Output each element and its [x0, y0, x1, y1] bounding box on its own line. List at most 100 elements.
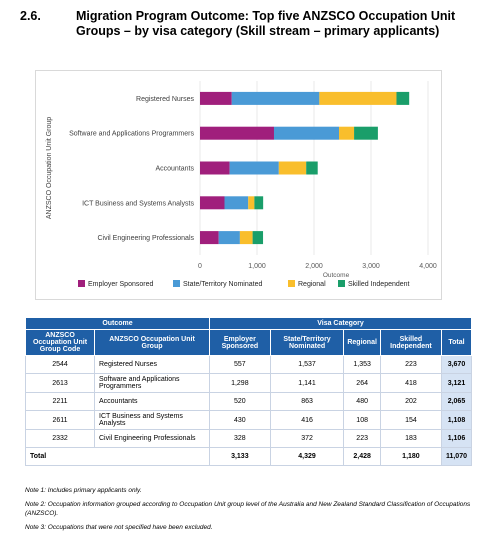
bar-segment [306, 161, 318, 175]
col-header-code: ANZSCO Occupation Unit Group Code [25, 329, 95, 356]
cell-state: 1,537 [269, 355, 345, 374]
cell-skilled: 183 [379, 429, 442, 448]
cell-employer: 1,298 [209, 373, 271, 393]
x-tick-label: 4,000 [419, 263, 437, 270]
legend-swatch [173, 280, 180, 287]
category-label: ICT Business and Systems Analysts [82, 200, 194, 207]
y-axis-label: ANZSCO Occupation Unit Group [46, 117, 53, 219]
cell-skilled: 202 [379, 392, 442, 411]
group-header-visa: Visa Category [209, 317, 472, 330]
legend-label: Regional [298, 281, 326, 288]
cell-group: ICT Business and Systems Analysts [94, 410, 210, 430]
cell-skilled: 418 [379, 373, 442, 393]
bar-segment [200, 231, 219, 245]
chart-container: 0 1,000 2,000 3,000 4,000 Outcome ANZSCO Occup… [35, 70, 442, 300]
table-row: 2613 Software and Applications Programme… [25, 373, 473, 393]
cell-skilled: 154 [379, 410, 442, 430]
note-3: Note 3: Occupations that were not specif… [25, 524, 213, 531]
cell-group: Registered Nurses [94, 355, 210, 374]
cell-code: 2211 [25, 392, 95, 411]
cell-employer: 520 [209, 392, 271, 411]
cell-state: 416 [269, 410, 345, 430]
bar-segment [278, 161, 307, 175]
bar-segment [200, 126, 274, 140]
cell-code: 2613 [25, 373, 95, 393]
legend-swatch [338, 280, 345, 287]
bar-segment [396, 91, 410, 105]
table-row: 2611 ICT Business and Systems Analysts 4… [25, 410, 473, 430]
bar-segment [218, 231, 240, 245]
bar-segment [239, 231, 253, 245]
cell-skilled: 223 [379, 355, 442, 374]
cell-regional: 480 [343, 392, 381, 411]
note-1: Note 1: Includes primary applicants only… [25, 487, 142, 494]
legend-swatch [288, 280, 295, 287]
x-tick-label: 3,000 [362, 263, 380, 270]
table-row: 2332 Civil Engineering Professionals 328… [25, 429, 473, 448]
notes: Note 1: Includes primary applicants only… [25, 486, 485, 537]
category-label: Civil Engineering Professionals [98, 235, 195, 242]
bar-segment [354, 126, 378, 140]
cell-code: 2332 [25, 429, 95, 448]
cell-total: 1,106 [440, 429, 473, 448]
cell-regional: 1,353 [343, 355, 381, 374]
total-label: Total [25, 447, 210, 466]
bar-segment [200, 91, 232, 105]
cell-total: 1,108 [440, 410, 473, 430]
total-state: 4,329 [269, 447, 345, 466]
cell-employer: 328 [209, 429, 271, 448]
cell-total: 2,065 [440, 392, 473, 411]
bar-segment [200, 196, 225, 210]
category-label: Registered Nurses [136, 96, 194, 103]
cell-regional: 264 [343, 373, 381, 393]
cell-code: 2544 [25, 355, 95, 374]
table-row: 2544 Registered Nurses 557 1,537 1,353 2… [25, 355, 473, 374]
legend-swatch [78, 280, 85, 287]
cell-group: Civil Engineering Professionals [94, 429, 210, 448]
bar-segment [224, 196, 249, 210]
legend-label: Employer Sponsored [88, 281, 153, 288]
cell-employer: 557 [209, 355, 271, 374]
cell-code: 2611 [25, 410, 95, 430]
col-header-state: State/Territory Nominated [269, 329, 345, 356]
total-row: Total 3,133 4,329 2,428 1,180 11,070 [25, 447, 473, 466]
x-axis-label: Outcome [323, 272, 350, 279]
total-total: 11,070 [440, 447, 473, 466]
bar-segment [254, 196, 264, 210]
col-header-regional: Regional [343, 329, 381, 356]
col-header-skilled: Skilled Independent [379, 329, 442, 356]
total-employer: 3,133 [209, 447, 271, 466]
bar-segment [339, 126, 355, 140]
col-header-employer: Employer Sponsored [209, 329, 271, 356]
category-label: Accountants [155, 166, 194, 173]
data-table: Outcome Visa Category ANZSCO Occupation … [25, 317, 473, 466]
cell-regional: 108 [343, 410, 381, 430]
chart-title: Migration Program Outcome: Top five ANZS… [76, 9, 456, 38]
section-number: 2.6. [20, 9, 41, 23]
cell-group: Software and Applications Programmers [94, 373, 210, 393]
cell-state: 863 [269, 392, 345, 411]
cell-group: Accountants [94, 392, 210, 411]
col-header-group: ANZSCO Occupation Unit Group [94, 329, 210, 356]
bar-segment [200, 161, 230, 175]
cell-regional: 223 [343, 429, 381, 448]
x-tick-label: 0 [198, 263, 202, 270]
x-tick-label: 1,000 [248, 263, 266, 270]
cell-total: 3,121 [440, 373, 473, 393]
x-tick-label: 2,000 [305, 263, 323, 270]
total-regional: 2,428 [343, 447, 381, 466]
legend-label: Skilled Independent [348, 281, 410, 288]
stacked-bar-chart: 0 1,000 2,000 3,000 4,000 Outcome ANZSCO Occup… [46, 81, 437, 288]
table-row: 2211 Accountants 520 863 480 202 2,065 [25, 392, 473, 411]
category-label: Software and Applications Programmers [69, 131, 194, 138]
total-skilled: 1,180 [379, 447, 442, 466]
cell-employer: 430 [209, 410, 271, 430]
bar-segment [273, 126, 340, 140]
cell-total: 3,670 [440, 355, 473, 374]
note-2: Note 2: Occupation information grouped a… [25, 501, 471, 517]
bar-segment [252, 231, 264, 245]
bar-segment [248, 196, 255, 210]
bar-segment [319, 91, 397, 105]
bar-segment [229, 161, 279, 175]
cell-state: 1,141 [269, 373, 345, 393]
